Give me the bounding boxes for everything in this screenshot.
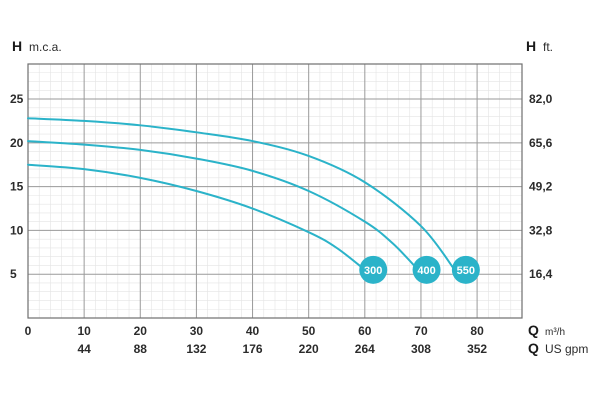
x-primary-tick-label: 10	[77, 324, 91, 338]
y-left-tick-label: 25	[10, 92, 24, 106]
x-secondary-axis-letter: Q	[528, 340, 539, 356]
x-primary-tick-label: 50	[302, 324, 316, 338]
x-secondary-tick-label: 44	[77, 342, 91, 356]
curve-550	[27, 117, 456, 271]
y-right-axis-unit: ft.	[543, 40, 553, 54]
y-left-axis-letter: H	[12, 38, 22, 54]
curve-badge-550	[451, 255, 480, 284]
curve-400	[27, 140, 420, 271]
x-primary-tick-label: 60	[358, 324, 372, 338]
x-secondary-tick-label: 220	[299, 342, 319, 356]
curve-badges: 300 400 550	[359, 255, 480, 284]
grid	[27, 63, 523, 319]
axis-labels: H m.c.a. H ft. Q m³/h Q US gpm	[12, 38, 588, 356]
y-right-tick-label: 65,6	[529, 136, 553, 150]
tick-labels: 5 10 15 20 25 16,4 32,8 49,2 65,6 82,0 0 10 20 30 40 50…	[10, 92, 553, 356]
curve-badge-300	[359, 255, 388, 284]
x-primary-tick-label: 70	[414, 324, 428, 338]
curve-badge-label-300: 300	[364, 265, 382, 277]
curves	[27, 117, 456, 271]
curve-300	[27, 163, 366, 271]
x-primary-tick-label: 80	[470, 324, 484, 338]
x-secondary-tick-label: 176	[243, 342, 263, 356]
y-left-tick-label: 10	[10, 223, 24, 237]
y-right-tick-label: 16,4	[529, 267, 553, 281]
x-secondary-tick-label: 264	[355, 342, 375, 356]
y-right-tick-label: 49,2	[529, 180, 553, 194]
y-left-tick-label: 20	[10, 136, 24, 150]
x-secondary-tick-label: 88	[134, 342, 148, 356]
curve-badge-400	[412, 255, 441, 284]
y-right-axis-letter: H	[526, 38, 536, 54]
x-primary-tick-label: 30	[190, 324, 204, 338]
y-left-axis-unit: m.c.a.	[29, 40, 62, 54]
x-primary-axis-unit: m³/h	[545, 327, 565, 338]
x-secondary-tick-label: 352	[467, 342, 487, 356]
x-primary-tick-label: 40	[246, 324, 260, 338]
x-primary-axis-letter: Q	[528, 322, 539, 338]
y-right-tick-label: 32,8	[529, 223, 553, 237]
x-secondary-tick-label: 308	[411, 342, 431, 356]
plot-frame	[27, 63, 523, 319]
x-primary-tick-label: 20	[134, 324, 148, 338]
curve-badge-label-550: 550	[457, 265, 475, 277]
y-left-tick-label: 15	[10, 180, 24, 194]
x-secondary-axis-unit: US gpm	[545, 342, 588, 356]
y-right-tick-label: 82,0	[529, 92, 553, 106]
y-left-tick-label: 5	[10, 267, 17, 281]
curve-badge-label-400: 400	[417, 265, 435, 277]
x-secondary-tick-label: 132	[186, 342, 206, 356]
x-primary-tick-label: 0	[25, 324, 32, 338]
